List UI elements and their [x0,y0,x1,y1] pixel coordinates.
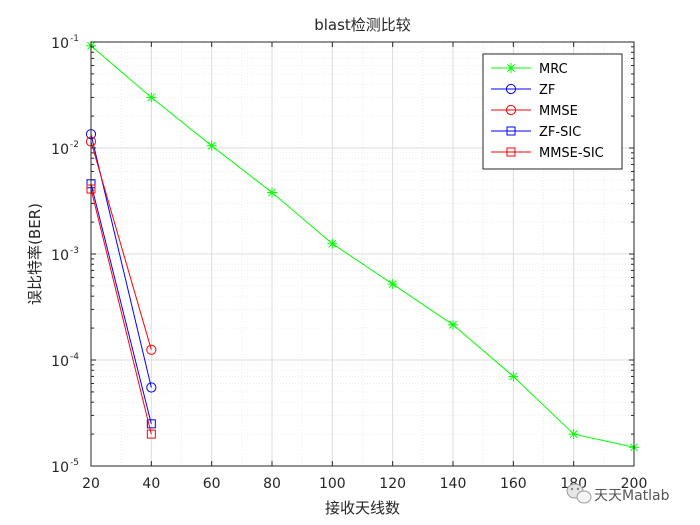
x-tick-label: 140 [440,476,467,492]
series-line-mrc [90,45,635,448]
y-tick-label: 10 [51,460,69,476]
data-point-mmse [146,344,157,355]
data-point-mrc [267,187,277,198]
x-tick-label: 160 [500,476,527,492]
wechat-icon [566,483,592,504]
data-point-mmse-sic [146,429,156,439]
marker-stroke [147,93,156,102]
series-mrc [86,40,639,453]
y-tick-label: 10 [51,36,69,52]
marker-stroke [388,280,397,289]
series-line-zf-sic [90,183,152,424]
legend-label: MRC [539,62,568,77]
y-tick-exponent: -1 [70,34,79,44]
y-tick-label: 10 [51,142,69,158]
data-point-mrc [146,92,157,103]
x-axis-label: 接收天线数 [325,499,400,517]
x-tick-label: 40 [142,476,160,492]
y-tick-exponent: -4 [70,352,79,362]
data-point-zf [146,382,157,393]
legend-item-zf-sic: ZF-SIC [491,125,581,140]
series-line-mmse [90,141,152,350]
legend-label: ZF [539,83,555,98]
data-point-mrc [327,238,338,249]
marker-stroke [449,320,457,329]
data-point-mrc [448,319,458,330]
legend-label: ZF-SIC [539,125,581,140]
legend-marker [505,104,517,116]
legend-marker [506,126,516,136]
x-tick-label: 200 [621,476,648,492]
legend-marker [506,63,516,73]
marker-stroke [207,141,216,150]
watermark-text: 天天Matlab [594,488,670,504]
legend-item-mmse: MMSE [491,104,578,119]
y-tick-exponent: -2 [70,140,79,150]
x-tick-label: 100 [319,476,346,492]
legend-item-mmse-sic: MMSE-SIC [491,146,604,161]
marker-stroke [328,239,337,248]
marker-stroke [268,188,276,197]
marker-stroke [507,64,515,72]
x-tick-label: 20 [82,476,100,492]
legend-label: MMSE [539,104,578,119]
y-tick-label: 10 [51,354,69,370]
x-tick-label: 120 [379,476,406,492]
y-tick-exponent: -5 [70,458,79,468]
data-point-mrc [568,429,579,440]
series-line-mmse-sic [90,188,152,435]
y-tick-label: 10 [51,248,69,264]
legend-marker [505,83,517,95]
grid [90,41,635,467]
legend: MRC ZF MMSE ZF-SIC MMSE-SIC [482,53,623,170]
x-tick-label: 80 [263,476,281,492]
legend-item-zf: ZF [491,83,555,98]
legend-label: MMSE-SIC [539,146,604,161]
marker-stroke [509,372,518,381]
y-tick-exponent: -3 [70,246,79,256]
legend-item-mrc: MRC [491,62,568,77]
data-point-mrc [206,140,217,151]
y-axis-label: 误比特率(BER) [26,203,44,305]
marker-stroke [569,430,578,439]
data-point-mrc [508,371,519,382]
legend-marker [506,147,516,157]
chart-title: blast检测比较 [314,16,411,34]
axis-ticks: 2040608010012014016018020010-510-410-310… [51,34,647,492]
x-tick-label: 60 [203,476,221,492]
data-point-zf-sic [146,419,156,429]
watermark: 天天Matlab [566,483,670,504]
data-point-mrc [387,279,398,290]
